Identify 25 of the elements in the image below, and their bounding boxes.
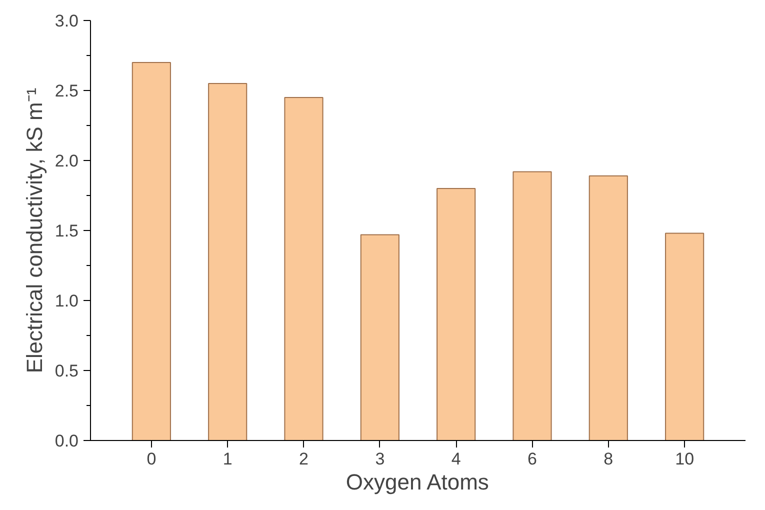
y-tick-label: 2.5	[54, 82, 79, 100]
y-axis-title: Electrical conductivity, kS m⁻¹	[22, 88, 47, 374]
y-tick-label: 2.0	[54, 152, 79, 170]
bar	[436, 188, 476, 440]
bar	[132, 62, 171, 440]
y-tick-label: 0.5	[54, 362, 79, 380]
y-tick-label: 1.5	[54, 222, 79, 240]
bar	[360, 234, 400, 440]
bar	[588, 175, 628, 440]
x-tick-label: 8	[604, 450, 614, 468]
bar	[665, 232, 704, 440]
x-tick-label: 2	[299, 450, 308, 468]
y-tick-label: 0.0	[54, 432, 79, 450]
y-tick-label: 1.0	[54, 292, 79, 310]
x-axis-title: Oxygen Atoms	[346, 470, 489, 494]
x-tick-label: 1	[222, 450, 232, 468]
bar	[284, 97, 324, 440]
x-tick-label: 6	[528, 450, 537, 468]
bar	[512, 171, 552, 440]
x-tick-label: 10	[675, 450, 694, 468]
x-tick-label: 3	[375, 450, 385, 468]
bar	[208, 83, 248, 440]
y-tick-label: 3.0	[54, 12, 79, 30]
x-tick-label: 0	[146, 450, 156, 468]
x-tick-label: 4	[451, 450, 461, 468]
